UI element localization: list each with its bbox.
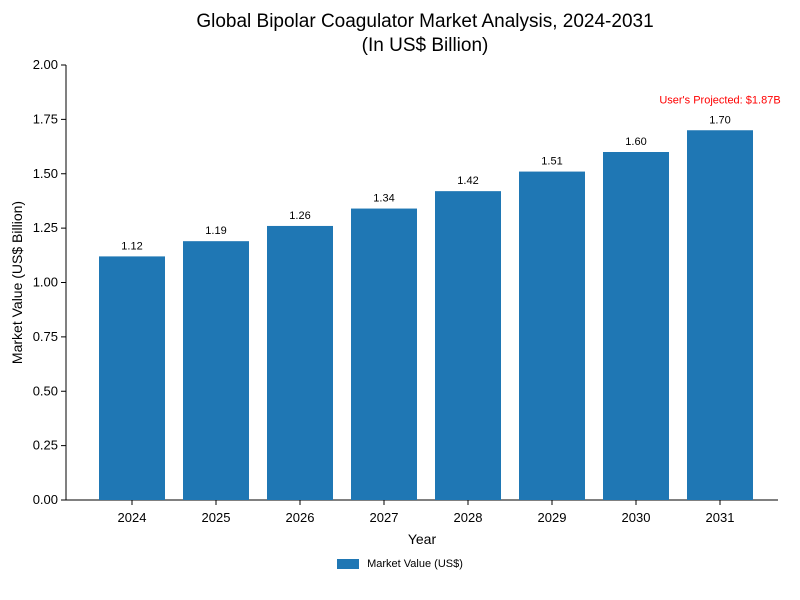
x-tick-label: 2030 bbox=[622, 510, 651, 525]
y-tick-label: 1.50 bbox=[33, 166, 58, 181]
projection-annotation: User's Projected: $1.87B bbox=[659, 94, 780, 106]
bar bbox=[267, 225, 333, 500]
data-label: 1.51 bbox=[541, 156, 562, 168]
data-label: 1.12 bbox=[121, 240, 142, 252]
data-label: 1.34 bbox=[373, 193, 394, 205]
bar bbox=[99, 256, 165, 500]
y-tick-label: 0.25 bbox=[33, 438, 58, 453]
bar bbox=[603, 152, 669, 500]
x-tick-label: 2028 bbox=[454, 510, 483, 525]
chart-subtitle: (In US$ Billion) bbox=[361, 35, 489, 56]
legend-swatch bbox=[337, 559, 360, 569]
x-tick-label: 2027 bbox=[370, 510, 399, 525]
y-tick-label: 0.75 bbox=[33, 329, 58, 344]
bar bbox=[351, 208, 417, 501]
bar bbox=[687, 130, 753, 500]
x-tick-label: 2026 bbox=[286, 510, 315, 525]
y-tick-label: 1.75 bbox=[33, 111, 58, 126]
data-label: 1.26 bbox=[289, 210, 310, 222]
data-label: 1.19 bbox=[205, 225, 226, 237]
x-tick-label: 2025 bbox=[202, 510, 231, 525]
y-tick-label: 2.00 bbox=[33, 57, 58, 72]
x-axis-label: Year bbox=[408, 531, 437, 547]
x-tick-label: 2029 bbox=[538, 510, 567, 525]
legend-label: Market Value (US$) bbox=[367, 558, 463, 570]
data-label: 1.70 bbox=[709, 114, 730, 126]
y-tick-label: 1.00 bbox=[33, 275, 58, 290]
x-tick-label: 2024 bbox=[118, 510, 147, 525]
legend: Market Value (US$) bbox=[0, 558, 800, 570]
data-label: 1.60 bbox=[625, 136, 646, 148]
y-tick-label: 0.00 bbox=[33, 492, 58, 507]
x-tick-label: 2031 bbox=[706, 510, 735, 525]
y-tick-label: 0.50 bbox=[33, 383, 58, 398]
bar bbox=[435, 191, 501, 500]
data-label: 1.42 bbox=[457, 175, 478, 187]
bar bbox=[519, 171, 585, 500]
y-axis-label: Market Value (US$ Billion) bbox=[9, 201, 25, 364]
bar bbox=[183, 241, 249, 501]
y-tick-label: 1.25 bbox=[33, 220, 58, 235]
chart-title: Global Bipolar Coagulator Market Analysi… bbox=[196, 11, 654, 32]
